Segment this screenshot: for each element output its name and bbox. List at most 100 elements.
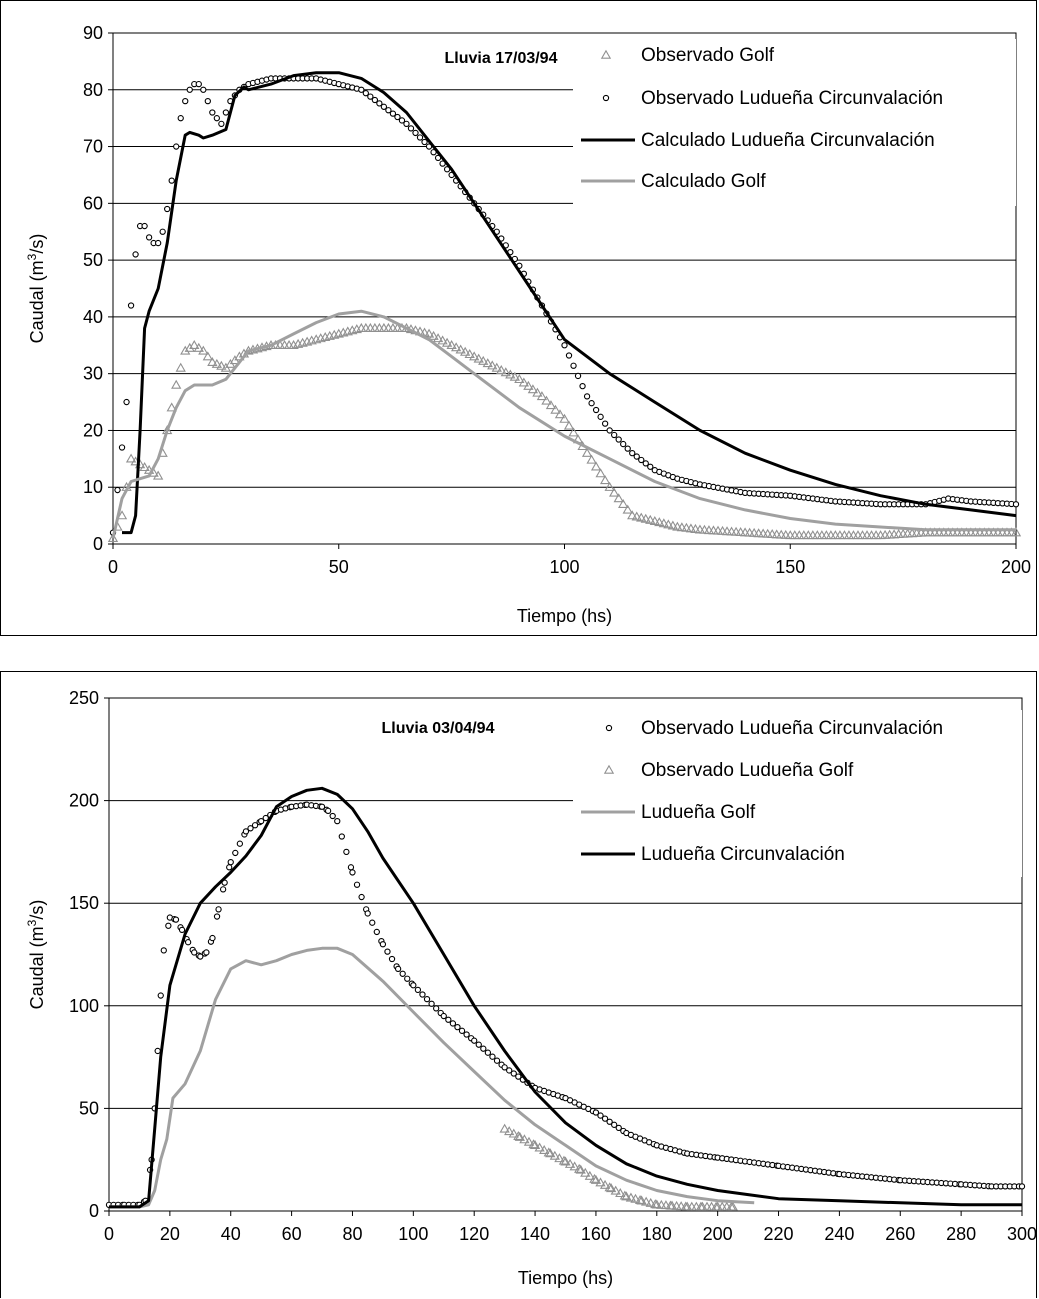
data-point	[440, 1012, 447, 1020]
data-point	[667, 520, 679, 530]
data-point	[610, 1185, 621, 1195]
data-point	[681, 522, 692, 532]
legend-marker	[602, 94, 610, 102]
y-tick-label: 150	[69, 893, 99, 913]
data-point	[160, 947, 167, 954]
data-point	[559, 413, 570, 423]
data-point	[175, 362, 186, 372]
data-point	[550, 404, 561, 414]
chart-panel-2: 0 50 100 150 200 250 0 20 40 60 80 100 120 140 160 180 2…	[0, 671, 1037, 1298]
data-point	[523, 380, 534, 390]
data-point	[404, 975, 411, 982]
data-point	[575, 1164, 586, 1174]
series-line	[111, 309, 1016, 539]
data-point	[638, 456, 645, 464]
data-point	[189, 339, 200, 349]
data-point	[473, 353, 484, 363]
data-point	[127, 302, 135, 309]
data-point	[563, 420, 575, 430]
data-point	[545, 1148, 556, 1158]
data-point	[445, 1016, 452, 1023]
data-point	[200, 86, 207, 93]
data-point	[164, 205, 171, 213]
x-axis: 0 20 40 60 80 100 120 140 160 180 200 220 240 260 280 3…	[104, 1211, 1037, 1244]
data-point	[367, 93, 374, 100]
data-point	[514, 374, 525, 384]
data-point	[539, 1144, 550, 1154]
series-line	[109, 946, 755, 1209]
data-point	[184, 342, 195, 352]
data-point	[437, 335, 448, 345]
data-point	[211, 358, 222, 368]
data-point	[478, 355, 489, 365]
series-group	[105, 786, 1026, 1211]
data-point	[222, 109, 230, 116]
data-point	[574, 1163, 585, 1173]
x-tick-label: 60	[282, 1224, 302, 1244]
data-point	[560, 1156, 571, 1166]
x-tick-label: 150	[775, 557, 805, 577]
data-point	[213, 913, 221, 920]
data-point	[649, 515, 660, 525]
x-tick-label: 80	[342, 1224, 362, 1244]
data-point	[592, 1109, 600, 1116]
chart-panel-1: 0 10 20 30 40 50 60 70 80 90 0 50 100 150 200 Tiempo (h…	[0, 0, 1037, 636]
data-point	[499, 1123, 510, 1133]
x-tick-label: 240	[824, 1224, 854, 1244]
data-point	[197, 953, 204, 960]
data-point	[505, 369, 516, 379]
data-point	[620, 440, 627, 448]
data-point	[469, 351, 480, 361]
data-point	[622, 504, 633, 514]
data-point	[630, 1193, 641, 1203]
data-point	[432, 333, 444, 343]
legend: Observado Ludueña Circunvalación Observad…	[573, 710, 1022, 877]
series-1	[105, 801, 1026, 1208]
data-point	[464, 349, 475, 359]
data-point	[536, 391, 548, 401]
y-tick-label: 0	[89, 1201, 99, 1221]
x-tick-label: 220	[764, 1224, 794, 1244]
data-point	[625, 1192, 637, 1202]
legend-marker	[603, 764, 615, 774]
data-point	[541, 395, 552, 405]
data-point	[574, 372, 582, 380]
data-point	[324, 807, 332, 815]
data-point	[589, 1173, 600, 1183]
x-tick-label: 140	[520, 1224, 550, 1244]
x-tick-label: 20	[160, 1224, 180, 1244]
data-point	[394, 113, 401, 121]
data-point	[107, 533, 119, 543]
data-point	[376, 100, 383, 107]
data-point	[609, 487, 620, 497]
y-tick-label: 40	[83, 307, 103, 327]
data-point	[528, 1139, 539, 1149]
data-point	[454, 1023, 461, 1031]
data-point	[116, 510, 128, 520]
data-point	[627, 510, 638, 520]
data-point	[471, 1037, 478, 1044]
data-point	[399, 970, 406, 977]
data-point	[636, 1195, 647, 1205]
x-axis: 0 50 100 150 200	[108, 544, 1031, 577]
data-point	[371, 96, 379, 104]
x-tick-label: 160	[581, 1224, 611, 1244]
data-point	[209, 934, 216, 942]
y-tick-label: 60	[83, 193, 103, 213]
data-point	[514, 1131, 525, 1141]
data-point	[640, 513, 651, 523]
data-point	[654, 517, 665, 527]
legend: Observado Golf Observado Ludueña Circunva…	[573, 39, 1016, 206]
data-point	[491, 362, 502, 372]
data-point	[604, 481, 615, 491]
data-point	[353, 881, 361, 888]
legend-background	[573, 710, 1022, 877]
data-point	[114, 486, 121, 494]
gridlines	[113, 89, 1016, 488]
data-point	[615, 1188, 626, 1198]
data-point	[423, 328, 435, 338]
data-point	[347, 864, 355, 871]
data-point	[579, 383, 586, 390]
data-point	[509, 371, 520, 381]
legend-item: Observado Ludueña Circunvalación	[605, 718, 943, 739]
